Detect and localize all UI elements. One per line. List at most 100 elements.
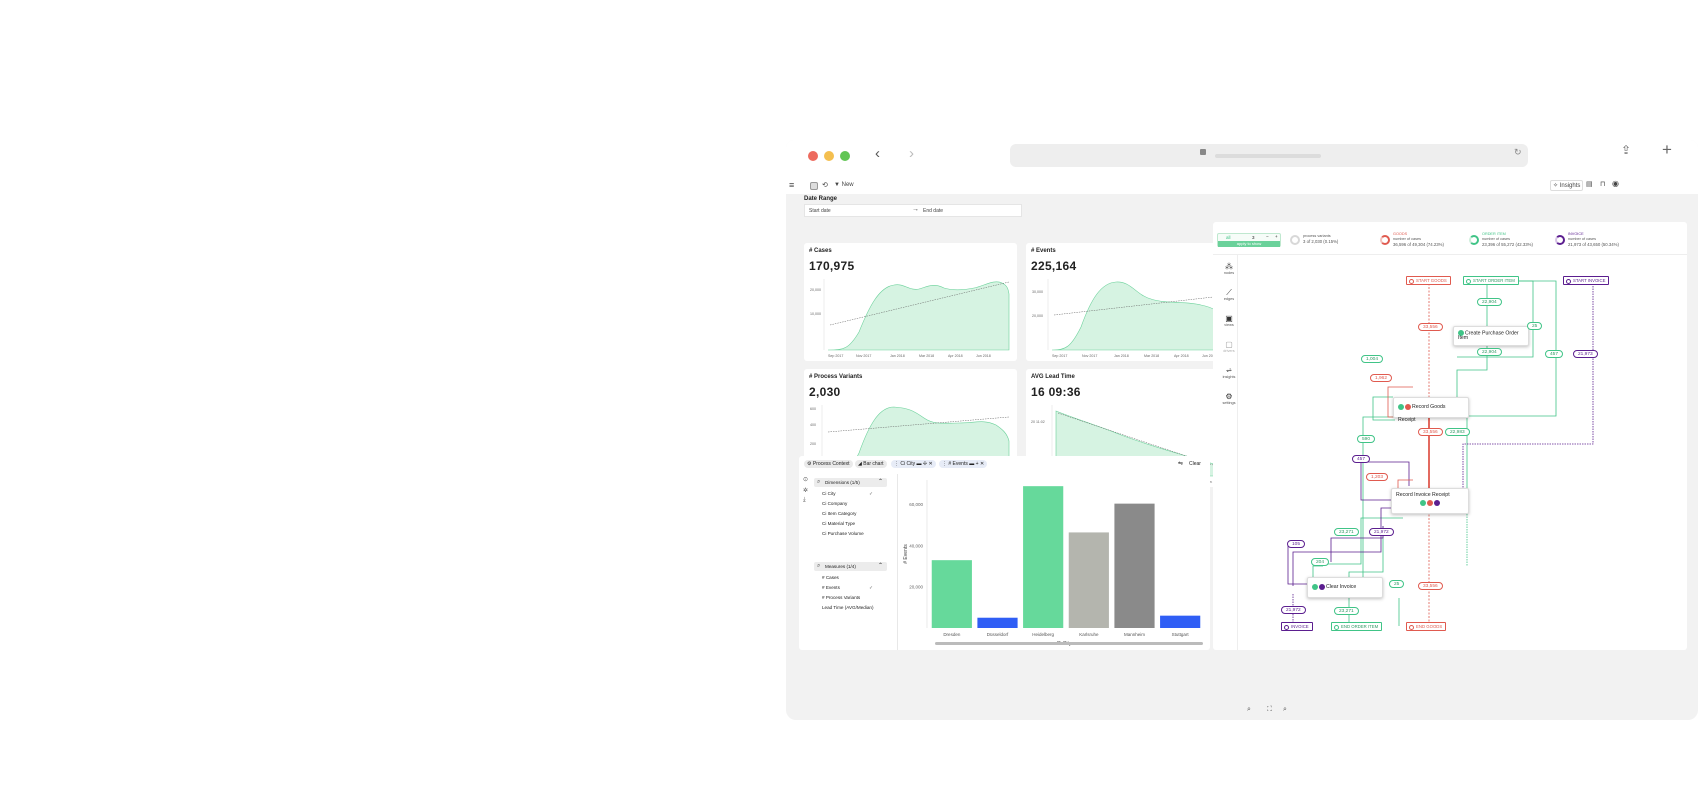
activity-record-invoice-receipt[interactable]: Record Invoice Receipt	[1391, 488, 1469, 514]
sidebar-views[interactable]: ▣ views	[1221, 314, 1237, 327]
activity-create-purchase-order-item[interactable]: Create Purchase Order Item	[1453, 326, 1529, 346]
edge-label: 23,271	[1334, 607, 1359, 615]
y-tick: 20,000	[810, 288, 821, 292]
history-icon[interactable]: ⟲	[822, 182, 828, 189]
end-date-field[interactable]: End date	[923, 208, 944, 214]
y-tick: 200	[810, 442, 816, 446]
start-node-order-item[interactable]: START ORDER ITEM	[1463, 276, 1519, 285]
browser-window: ‹ › ↻ ⇪ + ≡ ⟲ ▼ New ✧ Insights ▤ ⊓ ◉ Dat…	[786, 140, 1698, 720]
tab-process-context[interactable]: ⚙ Process Context	[804, 460, 853, 468]
fit-view-icon[interactable]: ⛶	[1267, 706, 1272, 713]
chevron-right-icon[interactable]: ›	[909, 145, 914, 162]
sidebar-settings[interactable]: ⚙ settings	[1222, 392, 1236, 405]
insights-button[interactable]: ✧ Insights	[1550, 180, 1584, 191]
insights-icon: ⩫	[1225, 366, 1233, 375]
end-node-goods[interactable]: END GOODS	[1406, 622, 1447, 631]
start-node-goods[interactable]: START GOODS	[1406, 276, 1451, 285]
order-item-ring	[1469, 235, 1479, 245]
measure-item-events[interactable]: # Events ✓	[822, 585, 873, 590]
swap-icon[interactable]: ⇋	[1178, 461, 1184, 467]
dimension-item-purchase-volume[interactable]: Ci Purchase Volume	[822, 531, 864, 536]
gear-icon[interactable]: ✲	[803, 488, 809, 494]
y-axis-label: # Events	[903, 544, 909, 564]
activity-record-goods-receipt[interactable]: Record Goods Receipt	[1393, 397, 1469, 423]
measure-item-process-variants[interactable]: # Process Variants	[822, 595, 861, 600]
filter-chip-events[interactable]: ⋮ # Events ▬ + ✕	[939, 460, 988, 468]
tab-bar-chart[interactable]: ◢ Bar chart	[855, 460, 887, 468]
grid-icon[interactable]	[810, 182, 818, 192]
sidebar-edges[interactable]: ⟋ edges	[1221, 288, 1237, 301]
x-axis: Sep 2017 Nov 2017 Jan 2018 Mar 2018 Apr 2018…	[828, 354, 991, 358]
bar-mannheim[interactable]	[1114, 503, 1155, 628]
measure-item-cases[interactable]: # Cases	[822, 575, 839, 580]
apply-to-show-button[interactable]: apply to show	[1218, 241, 1280, 247]
sidebar-insights[interactable]: ⩫ insights	[1222, 366, 1236, 379]
measure-item-lead-time[interactable]: Lead Time (AVG/Median)	[822, 605, 874, 610]
reload-icon[interactable]: ↻	[1514, 147, 1522, 157]
share-icon[interactable]: ⇪	[1621, 143, 1632, 157]
settings-icon[interactable]: ⊙	[803, 477, 809, 483]
new-filter-button[interactable]: ▼ New	[834, 182, 854, 188]
kpi-sparkline: 30,000 20,000 Sep 2017 Nov 2017 Jan 2018 Ma…	[1032, 279, 1232, 358]
dimension-item-item-category[interactable]: Ci Item Category	[822, 511, 857, 516]
measures-header[interactable]: Measures (1/4)⌃	[814, 562, 887, 571]
download-icon[interactable]: ⤓	[803, 497, 806, 503]
y-tick: 30,000	[1032, 290, 1043, 294]
sidebar-nodes[interactable]: ⁂ nodes	[1221, 262, 1237, 275]
zoom-window-button[interactable]	[840, 151, 850, 161]
horizontal-scrollbar[interactable]	[935, 642, 1203, 645]
chevron-left-icon[interactable]: ‹	[875, 145, 880, 162]
bar-heidelberg[interactable]	[1023, 486, 1064, 628]
date-range-picker[interactable]: Start date → End date	[804, 204, 1022, 217]
dimension-item-material-type[interactable]: Ci Material Type	[822, 521, 856, 526]
dimension-item-city[interactable]: Ci City ✓	[822, 491, 873, 496]
edge-label: 1,203	[1366, 473, 1389, 481]
eye-icon[interactable]: ◉	[1612, 179, 1619, 188]
close-window-button[interactable]	[808, 151, 818, 161]
bar-dresden[interactable]	[931, 560, 972, 628]
minus-icon[interactable]: −	[1266, 234, 1269, 239]
title-bar: ‹ › ↻ ⇪ +	[786, 140, 1698, 178]
bar-düsseldorf[interactable]	[977, 617, 1018, 628]
dimensions-header[interactable]: Dimensions (1/5)⌃	[814, 478, 887, 487]
svg-text:Mar 2018: Mar 2018	[919, 354, 934, 358]
clear-button[interactable]: Clear	[1189, 461, 1201, 467]
zoom-in-icon[interactable]: ⌕	[1283, 706, 1287, 713]
edge-label: 21,972	[1369, 528, 1394, 536]
y-tick-label: 40,000	[909, 543, 923, 548]
svg-text:Apr 2018: Apr 2018	[1174, 354, 1189, 358]
layout-icon[interactable]: ▤	[1586, 181, 1593, 188]
kpi-value: 225,164	[1031, 259, 1077, 273]
kpi-value: 16 09:36	[1031, 385, 1081, 399]
bar-karlsruhe[interactable]	[1068, 532, 1109, 628]
edge-label: 33,556	[1418, 582, 1443, 590]
edges-icon: ⟋	[1226, 288, 1232, 297]
minimize-window-button[interactable]	[824, 151, 834, 161]
nodes-icon: ⁂	[1225, 262, 1233, 271]
end-node-invoice[interactable]: INVOICE	[1281, 622, 1313, 631]
dimension-item-company[interactable]: Ci Company	[822, 501, 848, 506]
start-date-field[interactable]: Start date	[809, 208, 831, 214]
address-bar[interactable]: ↻	[1010, 144, 1528, 167]
bookmark-icon[interactable]: ⊓	[1600, 181, 1606, 188]
plus-icon[interactable]: +	[1275, 234, 1278, 239]
start-node-invoice[interactable]: START INVOICE	[1563, 276, 1610, 285]
arrow-right-icon: →	[912, 206, 919, 213]
activity-clear-invoice[interactable]: Clear Invoice	[1307, 577, 1383, 598]
end-node-order-item[interactable]: END ORDER ITEM	[1331, 622, 1383, 631]
kpi-card-cases[interactable]: # Cases 170,975 20,000 10,000 Sep 2017 No…	[804, 243, 1017, 361]
sidebar-drivers[interactable]: ▢ drivers	[1221, 340, 1237, 353]
bar-stuttgart[interactable]	[1160, 615, 1201, 628]
y-tick: 20,000	[1032, 314, 1043, 318]
edge-label: 457	[1352, 455, 1371, 463]
new-tab-icon[interactable]: +	[1662, 140, 1672, 159]
variants-selector[interactable]: all 3 − + apply to show	[1217, 233, 1281, 247]
edge-label: 25	[1389, 580, 1405, 588]
invoice-ring	[1555, 235, 1565, 245]
menu-icon[interactable]: ≡	[789, 180, 795, 190]
zoom-out-icon[interactable]: ⌕	[1247, 706, 1251, 713]
kpi-card-events[interactable]: # Events 225,164 30,000 20,000 Sep 2017 N…	[1026, 243, 1239, 361]
filter-chip-city[interactable]: ⋮ Ci City ▬ ✢ ✕	[891, 460, 936, 468]
kpi-sparkline: 20,000 10,000 Sep 2017 Nov 2017 Jan 2018 Ma…	[810, 279, 1010, 358]
variants-count-input[interactable]: 3	[1252, 235, 1255, 240]
